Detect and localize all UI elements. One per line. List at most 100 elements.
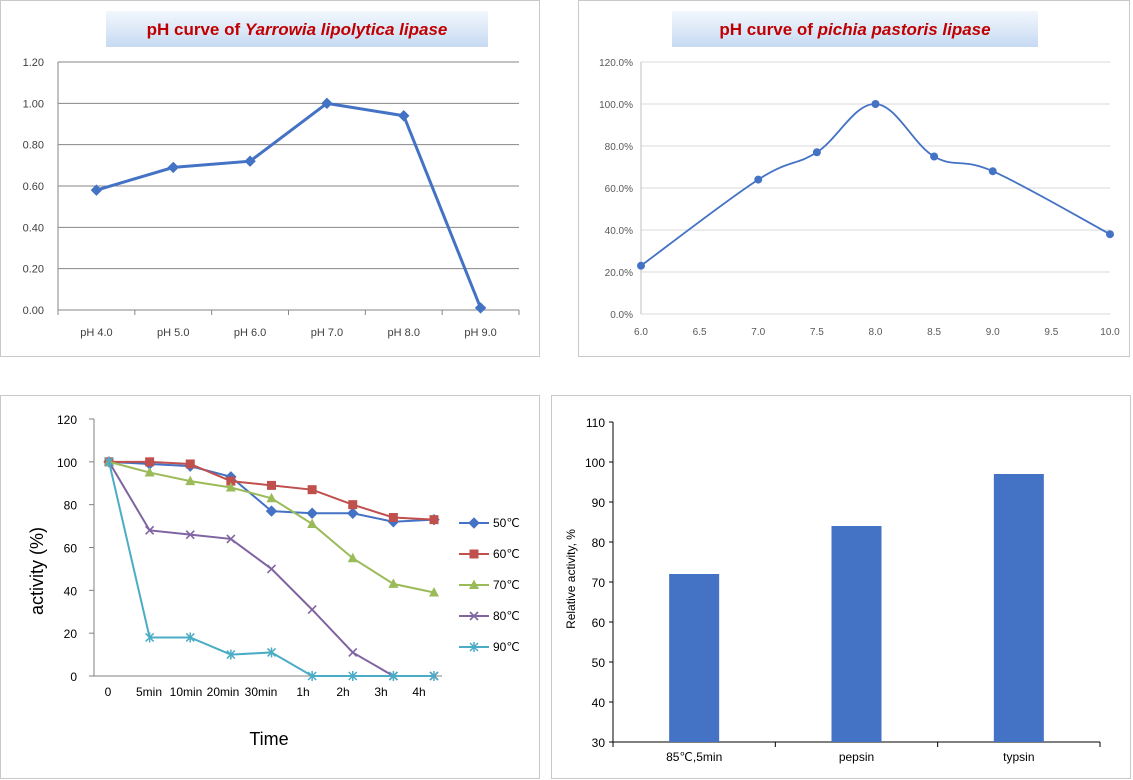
chart2-title-box <box>672 11 1038 47</box>
chart3-data-point <box>429 586 439 597</box>
chart3-ytick-label: 0 <box>70 670 77 684</box>
chart3-data-point <box>429 671 439 681</box>
chart3-ytick-label: 100 <box>57 456 77 470</box>
chart-pichia-ph-curve: pH curve of pichia pastoris lipase 0.0% 2… <box>578 0 1130 357</box>
chart4-ytick-label: 60 <box>592 616 606 630</box>
chart3-legend-label: 80℃ <box>493 609 520 623</box>
chart3-data-point <box>226 476 236 486</box>
chart4-ytick-label: 90 <box>592 496 606 510</box>
chart3-xtick-label: 30min <box>245 685 278 699</box>
chart3-legend-marker <box>468 517 480 529</box>
chart3-xtick-label: 20min <box>207 685 240 699</box>
chart3-data-point <box>266 564 277 574</box>
chart3-data-point <box>307 518 318 528</box>
chart3-xlabel: Time <box>249 729 288 749</box>
chart4-xtick-label: pepsin <box>839 750 874 764</box>
chart3-data-point <box>347 507 359 519</box>
chart3-data-point <box>225 482 236 492</box>
chart3-series-3 <box>104 457 439 681</box>
chart1-title: pH curve of Yarrowia lipolytica lipase <box>147 20 448 39</box>
chart1-xtick-label: pH 5.0 <box>157 327 189 339</box>
chart1-xtick-label: pH 8.0 <box>388 327 420 339</box>
chart1-xtick-label: pH 9.0 <box>464 327 496 339</box>
chart2-xtick-label: 10.0 <box>1100 327 1120 338</box>
chart3-xtick-label: 2h <box>336 685 349 699</box>
chart3-data-point <box>347 552 358 563</box>
chart-thermostability: activity (%) Time 0 20 40 60 80 100 120 0 5min 1… <box>0 395 540 779</box>
chart4-bar <box>993 474 1044 742</box>
chart3-data-point <box>348 500 358 510</box>
chart1-title-box <box>106 11 488 47</box>
chart3-series-2 <box>104 456 439 597</box>
chart4-ytick-label: 100 <box>585 456 605 470</box>
chart1-ytick-label: 0.80 <box>23 140 44 152</box>
chart3-xtick-label: 4h <box>412 685 425 699</box>
chart3-data-point <box>429 515 439 525</box>
chart1-title-italic: Yarrowia lipolytica lipase <box>245 20 448 39</box>
chart2-data-point <box>754 175 763 184</box>
chart2-ytick-label: 120.0% <box>599 58 633 69</box>
chart-yarrowia-svg: pH curve of Yarrowia lipolytica lipase 0… <box>23 11 520 339</box>
chart3-data-point <box>388 578 399 588</box>
chart3-data-point <box>266 492 277 503</box>
chart1-series-line <box>95 101 482 309</box>
chart2-data-point <box>988 167 997 176</box>
chart4-ytick-label: 40 <box>592 696 606 710</box>
chart3-data-point <box>104 456 114 467</box>
chart-relative-activity: Relative activity, % 30 40 50 60 70 80 90 100 11… <box>551 395 1131 779</box>
chart4-xtick-label: 85℃,5min <box>666 750 722 764</box>
chart2-title-prefix: pH curve of <box>719 20 817 39</box>
chart1-ytick-label: 0.20 <box>23 264 44 276</box>
chart2-series-line <box>640 103 1111 267</box>
chart3-data-point <box>388 513 398 523</box>
chart2-data-point <box>812 148 821 157</box>
chart1-data-point <box>167 161 179 174</box>
chart2-xtick-label: 6.0 <box>634 327 648 338</box>
chart3-legend-marker <box>469 579 479 589</box>
chart2-xtick-label: 6.5 <box>693 327 707 338</box>
chart2-data-point <box>930 152 939 161</box>
chart3-data-point <box>145 457 155 467</box>
chart3-data-point <box>267 480 276 490</box>
chart2-xtick-label: 9.5 <box>1044 327 1058 338</box>
chart2-xtick-label: 8.0 <box>869 327 883 338</box>
chart3-legend-label: 50℃ <box>493 516 520 530</box>
chart3-data-point <box>348 647 358 658</box>
chart3-legend-label: 60℃ <box>493 547 520 561</box>
chart3-xtick-label: 10min <box>170 685 203 699</box>
chart3-legend-label: 70℃ <box>493 578 520 592</box>
chart1-data-point <box>90 184 103 196</box>
chart1-ytick-label: 0.40 <box>23 222 44 234</box>
chart2-ytick-label: 20.0% <box>605 268 633 279</box>
chart-relative-activity-svg: Relative activity, % 30 40 50 60 70 80 90 100 11… <box>564 416 1101 764</box>
chart2-ytick-label: 0.0% <box>610 310 633 321</box>
chart2-data-point <box>1106 230 1114 239</box>
chart2-ytick-label: 100.0% <box>599 100 633 111</box>
chart1-data-point <box>398 110 410 122</box>
chart4-ytick-label: 80 <box>592 536 606 550</box>
chart1-title-prefix: pH curve of <box>147 20 245 39</box>
chart2-data-point <box>637 261 645 270</box>
chart3-data-point <box>307 485 317 495</box>
chart4-ytick-label: 50 <box>592 656 606 670</box>
chart3-ytick-label: 40 <box>64 584 78 598</box>
chart3-data-point <box>388 671 398 681</box>
chart3-data-point <box>226 534 236 544</box>
chart3-ytick-label: 120 <box>57 413 77 427</box>
chart1-ytick-label: 1.00 <box>23 98 44 110</box>
chart4-ytick-label: 110 <box>586 416 605 430</box>
chart1-xtick-label: pH 6.0 <box>234 327 266 339</box>
chart2-xtick-label: 7.5 <box>810 327 824 338</box>
chart2-ytick-label: 40.0% <box>605 226 633 237</box>
chart1-data-point <box>321 97 333 110</box>
chart3-ytick-label: 80 <box>64 499 78 513</box>
chart3-legend-marker <box>469 549 479 559</box>
chart-yarrowia-ph-curve: pH curve of Yarrowia lipolytica lipase 0… <box>0 0 540 357</box>
chart4-ytick-label: 30 <box>592 736 606 750</box>
chart3-data-point <box>144 467 155 477</box>
chart2-data-point <box>871 100 880 108</box>
chart3-data-point <box>266 647 277 658</box>
chart3-data-point <box>348 671 358 681</box>
chart2-xtick-label: 8.5 <box>927 327 941 338</box>
chart3-ytick-label: 20 <box>64 627 78 641</box>
